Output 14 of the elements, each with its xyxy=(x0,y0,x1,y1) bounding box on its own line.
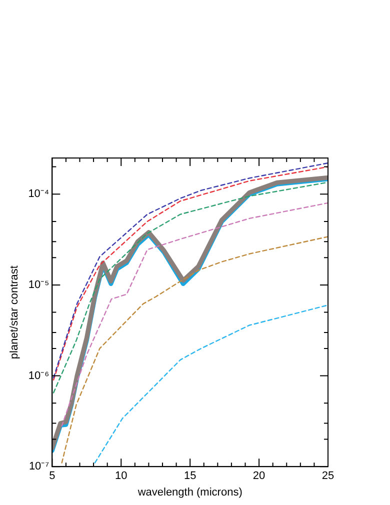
x-tick-label: 20 xyxy=(252,470,266,482)
x-tick-label: 15 xyxy=(184,470,196,482)
x-tick-label: 25 xyxy=(322,470,334,482)
x-tick-label: 5 xyxy=(49,470,56,482)
line-series xyxy=(61,236,328,464)
y-tick-label: 10⁻⁴ xyxy=(28,188,50,200)
x-axis-title: wavelength (microns) xyxy=(136,486,242,498)
y-tick-label: 10⁻⁵ xyxy=(28,278,50,291)
y-tick-label: 10⁻⁶ xyxy=(28,370,50,382)
line-series xyxy=(61,202,328,427)
y-axis-title: planet/star contrast xyxy=(8,266,21,360)
x-tick-label: 10 xyxy=(114,470,128,482)
y-tick-label: 10⁻⁷ xyxy=(28,460,50,473)
line-series xyxy=(94,304,328,464)
